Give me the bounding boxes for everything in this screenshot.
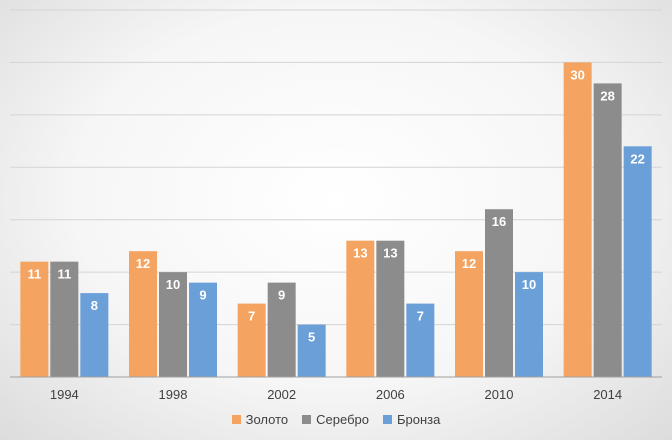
data-label: 5 bbox=[308, 330, 315, 345]
bar-1994-2 bbox=[50, 261, 79, 377]
x-tick-label: 1994 bbox=[50, 387, 79, 402]
legend-label: Бронза bbox=[396, 412, 441, 427]
bar-2010-1 bbox=[455, 251, 483, 377]
legend-swatch bbox=[231, 415, 241, 424]
legend-item: Золото bbox=[231, 412, 289, 427]
legend-label: Золото bbox=[245, 412, 289, 427]
bar-2006-3 bbox=[406, 303, 435, 377]
data-label: 9 bbox=[199, 288, 206, 303]
bar-1998-3 bbox=[189, 282, 217, 377]
legend-label: Серебро bbox=[316, 412, 369, 427]
bars bbox=[20, 62, 652, 378]
bar-2014-2 bbox=[593, 83, 622, 378]
legend-swatch bbox=[302, 415, 312, 424]
bar-1998-2 bbox=[159, 272, 187, 377]
data-label: 12 bbox=[462, 256, 476, 271]
bar-2006-2 bbox=[376, 240, 405, 377]
legend-swatch bbox=[382, 415, 392, 424]
bar-2002-2 bbox=[267, 282, 296, 377]
bar-2010-2 bbox=[485, 209, 513, 377]
bar-2014-1 bbox=[563, 62, 592, 378]
bar-2014-3 bbox=[623, 146, 652, 377]
data-label: 16 bbox=[492, 214, 506, 229]
x-tick-label: 2014 bbox=[593, 387, 622, 402]
x-tick-label: 2002 bbox=[267, 387, 296, 402]
data-label: 11 bbox=[27, 267, 41, 282]
bar-2010-3 bbox=[515, 272, 543, 377]
gridlines bbox=[10, 9, 662, 326]
data-label: 10 bbox=[166, 277, 180, 292]
bar-1998-1 bbox=[129, 251, 157, 377]
data-label: 9 bbox=[278, 288, 285, 303]
bar-2002-3 bbox=[297, 324, 326, 377]
data-label: 8 bbox=[91, 298, 98, 313]
data-labels: 11 11 8 12 10 9 7 9 5 13 13 7 12 16 10 30 28 22 bbox=[27, 67, 644, 344]
data-label: 7 bbox=[417, 309, 424, 324]
bar-1994-1 bbox=[20, 261, 49, 377]
data-label: 28 bbox=[600, 88, 614, 103]
x-tick-label: 2010 bbox=[485, 387, 514, 402]
x-tick-labels: 1994 1998 2002 2006 2010 2014 bbox=[50, 387, 622, 402]
bar-2002-1 bbox=[237, 303, 266, 377]
x-tick-label: 1998 bbox=[159, 387, 188, 402]
x-tick-label: 2006 bbox=[376, 387, 405, 402]
data-label: 13 bbox=[383, 246, 397, 261]
bar-2006-1 bbox=[346, 240, 375, 377]
legend-item: Бронза bbox=[382, 412, 441, 427]
legend-item: Серебро bbox=[302, 412, 369, 427]
data-label: 7 bbox=[248, 309, 255, 324]
bar-1994-3 bbox=[80, 293, 109, 377]
data-label: 13 bbox=[353, 246, 367, 261]
data-label: 10 bbox=[522, 277, 536, 292]
legend: Золото Серебро Бронза bbox=[0, 412, 672, 427]
data-label: 11 bbox=[57, 267, 71, 282]
data-label: 30 bbox=[570, 67, 584, 82]
data-label: 22 bbox=[630, 151, 644, 166]
data-label: 12 bbox=[136, 256, 150, 271]
